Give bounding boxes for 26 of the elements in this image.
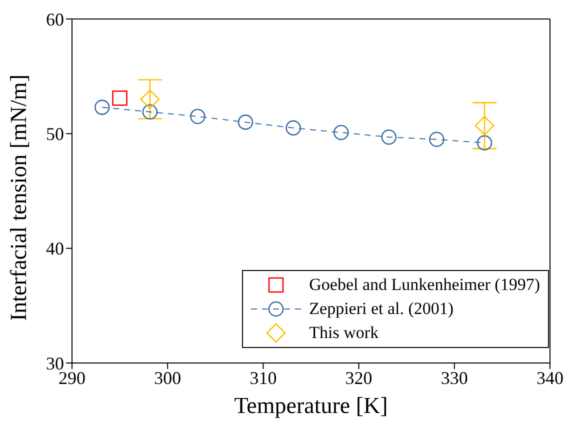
- y-tick-label: 40: [46, 238, 64, 259]
- y-tick-label: 50: [46, 124, 64, 144]
- point: [333, 124, 349, 140]
- legend-label: This work: [309, 323, 379, 343]
- legend-label: Goebel and Lunkenheimer (1997): [309, 275, 540, 295]
- point: [286, 120, 301, 136]
- x-tick-label: 340: [536, 368, 564, 388]
- point: [381, 129, 397, 145]
- y-tick-label: 30: [46, 353, 64, 374]
- x-tick-label: 330: [440, 368, 468, 388]
- point: [476, 135, 492, 150]
- point: [429, 132, 444, 148]
- y-axis-title: Interfacial tension [mN/m]: [6, 74, 32, 321]
- x-tick-label: 320: [345, 368, 372, 388]
- point: [140, 90, 160, 110]
- point: [142, 104, 158, 120]
- point: [112, 90, 128, 106]
- point: [94, 100, 110, 115]
- x-tick-label: 310: [250, 368, 277, 388]
- point: [238, 114, 254, 130]
- point: [190, 108, 206, 124]
- x-tick-label: 300: [154, 368, 182, 388]
- y-tick-label: 60: [46, 9, 64, 30]
- x-axis-title: Temperature [K]: [234, 393, 388, 418]
- legend-label: Zeppieri et al. (2001): [309, 299, 454, 319]
- point: [474, 116, 494, 136]
